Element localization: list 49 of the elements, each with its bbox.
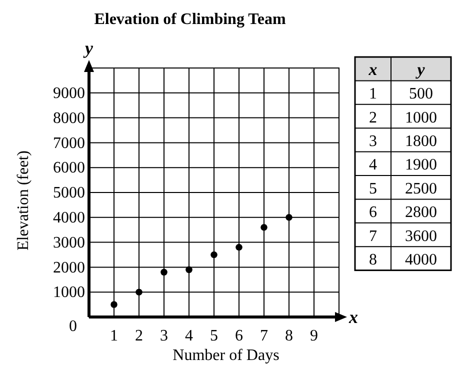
data-label: 1900 [405, 156, 437, 174]
y-tick-label: 4000 [53, 210, 85, 227]
chart-title: Elevation of Climbing Team [94, 11, 286, 28]
data-label: 2800 [405, 204, 437, 222]
y-tick-label: 2000 [53, 259, 85, 276]
point [110, 301, 118, 308]
y-tick-label: 5 [369, 180, 377, 198]
y-tick-label: 6000 [53, 160, 85, 177]
y-axis-title: Elevation (feet) [15, 150, 32, 250]
point [210, 251, 218, 258]
y-tick-label: 0 [69, 318, 77, 335]
y-tick-label: 7 [369, 228, 377, 245]
y-tick-label: 3000 [53, 234, 85, 252]
data-label: 1000 [405, 109, 437, 126]
x-tick-label: 1 [110, 327, 118, 344]
y-tick-label: 1000 [53, 284, 85, 302]
point [260, 224, 268, 231]
y-axis-title: x [368, 60, 378, 79]
x-tick-label: 3 [160, 327, 168, 344]
text: y [83, 38, 94, 58]
y-tick-label: 8000 [53, 110, 85, 127]
data-label: 1800 [405, 132, 437, 150]
data-label: 3600 [405, 228, 437, 245]
y-tick-label: 5000 [53, 184, 85, 202]
y-tick-label: 9000 [53, 85, 85, 102]
x-axis-title: Number of Days [172, 347, 280, 364]
x-tick-label: 6 [235, 327, 243, 344]
y-tick-label: 2 [369, 109, 377, 126]
x-tick-label: 9 [310, 327, 318, 344]
data-label: 2500 [405, 180, 437, 198]
point [186, 266, 192, 274]
y-tick-label: 3 [369, 132, 377, 150]
x-tick-label: 7 [260, 327, 268, 344]
y-tick-label: 6 [369, 204, 377, 222]
y-tick-label: 1 [369, 86, 377, 103]
y-tick-label: 8 [369, 251, 377, 268]
x-tick-label: 4 [185, 327, 193, 344]
data-label: 500 [409, 86, 433, 103]
text: x [348, 307, 358, 327]
data-label: 4000 [405, 251, 437, 268]
point [286, 214, 292, 221]
point [136, 288, 142, 296]
point [160, 268, 168, 276]
x-tick-label: 5 [210, 327, 218, 344]
x-tick-label: 2 [135, 327, 143, 344]
x-tick-label: 8 [285, 327, 293, 344]
y-tick-label: 4 [369, 156, 377, 174]
y-tick-label: 7000 [53, 134, 85, 152]
point [236, 244, 242, 251]
